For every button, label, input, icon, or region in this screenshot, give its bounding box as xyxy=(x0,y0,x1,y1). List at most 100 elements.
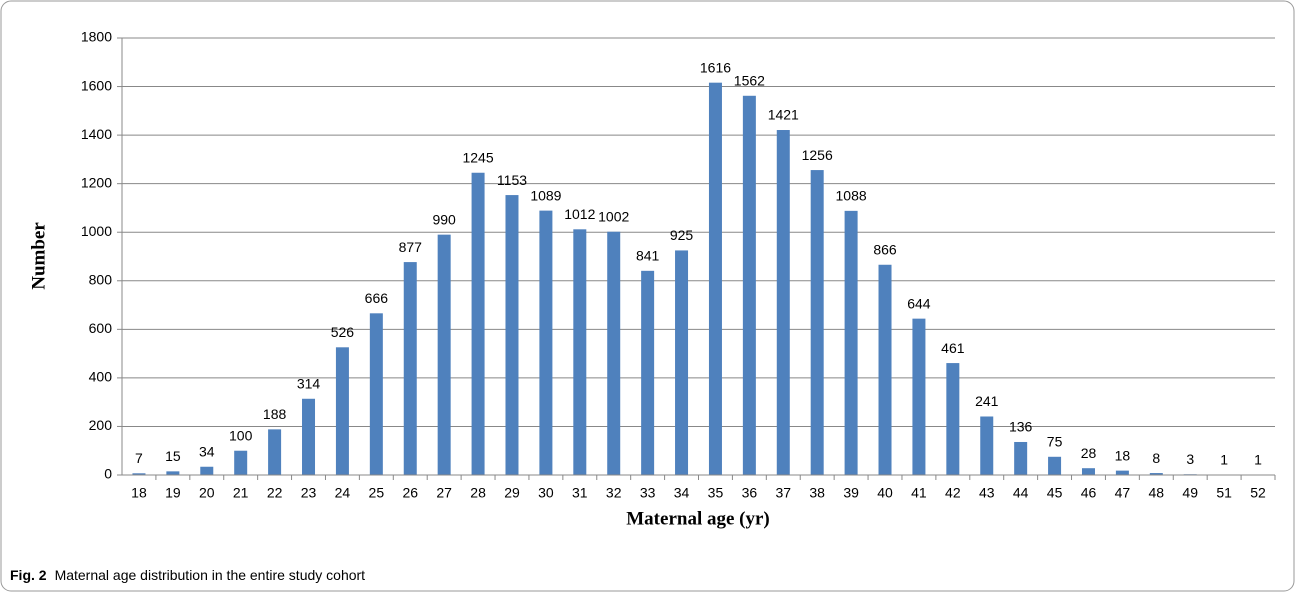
bar xyxy=(776,130,790,476)
data-label: 666 xyxy=(365,290,389,306)
data-label: 526 xyxy=(331,324,355,340)
x-tick-label: 40 xyxy=(877,485,893,501)
y-tick-label: 1800 xyxy=(81,29,112,45)
x-tick-label: 49 xyxy=(1182,485,1198,501)
data-label: 925 xyxy=(670,227,694,243)
data-label: 75 xyxy=(1047,433,1063,449)
data-label: 1421 xyxy=(768,107,799,123)
data-label: 1 xyxy=(1254,451,1262,467)
data-label: 314 xyxy=(297,375,321,391)
bar xyxy=(132,473,146,475)
caption-text: Maternal age distribution in the entire … xyxy=(55,567,366,583)
x-tick-label: 39 xyxy=(843,485,859,501)
caption: Fig. 2 Maternal age distribution in the e… xyxy=(10,567,365,583)
x-tick-label: 51 xyxy=(1216,485,1232,501)
bar xyxy=(200,466,214,475)
x-tick-label: 18 xyxy=(131,485,147,501)
data-label: 3 xyxy=(1186,451,1194,467)
bar xyxy=(369,313,383,475)
x-tick-label: 26 xyxy=(402,485,418,501)
y-tick-label: 400 xyxy=(89,369,113,385)
x-tick-label: 42 xyxy=(945,485,961,501)
data-label: 1256 xyxy=(802,147,833,163)
bar xyxy=(505,195,519,476)
x-tick-label: 45 xyxy=(1047,485,1063,501)
data-label: 100 xyxy=(229,427,253,443)
data-label: 188 xyxy=(263,406,287,422)
x-tick-label: 27 xyxy=(436,485,452,501)
x-tick-label: 38 xyxy=(809,485,825,501)
x-tick-label: 44 xyxy=(1013,485,1029,501)
data-label: 1245 xyxy=(462,149,493,165)
x-tick-label: 25 xyxy=(369,485,385,501)
bar xyxy=(912,318,926,475)
data-label: 841 xyxy=(636,248,660,264)
x-tick-label: 37 xyxy=(775,485,791,501)
bar xyxy=(641,270,655,475)
x-tick-label: 52 xyxy=(1250,485,1266,501)
data-label: 1616 xyxy=(700,59,731,75)
bar xyxy=(844,210,858,475)
data-label: 990 xyxy=(432,211,456,227)
y-axis-title: Number xyxy=(28,222,49,290)
data-label: 1002 xyxy=(598,208,629,224)
x-tick-label: 41 xyxy=(911,485,927,501)
bar xyxy=(234,450,248,475)
x-tick-label: 43 xyxy=(979,485,995,501)
y-tick-label: 1200 xyxy=(81,174,112,190)
data-label: 877 xyxy=(399,239,423,255)
bar xyxy=(166,471,180,475)
data-label: 644 xyxy=(907,295,931,311)
data-label: 15 xyxy=(165,448,181,464)
bar xyxy=(708,82,722,475)
bar xyxy=(675,250,689,475)
bar xyxy=(946,363,960,475)
x-tick-label: 30 xyxy=(538,485,554,501)
data-label: 34 xyxy=(199,443,215,459)
y-tick-label: 600 xyxy=(89,320,113,336)
data-label: 7 xyxy=(135,450,143,466)
x-tick-label: 21 xyxy=(233,485,249,501)
x-tick-label: 46 xyxy=(1081,485,1097,501)
x-tick-label: 19 xyxy=(165,485,181,501)
data-label: 1012 xyxy=(564,206,595,222)
y-tick-label: 800 xyxy=(89,271,113,287)
bar xyxy=(403,262,417,475)
bar xyxy=(539,210,553,476)
bar xyxy=(302,398,316,475)
y-tick-label: 1400 xyxy=(81,126,112,142)
data-label: 1088 xyxy=(836,188,867,204)
bar xyxy=(573,229,587,475)
data-label: 1562 xyxy=(734,72,765,88)
bar xyxy=(878,264,892,475)
caption-label: Fig. 2 xyxy=(10,567,47,583)
x-tick-label: 23 xyxy=(301,485,317,501)
bar xyxy=(1149,473,1163,475)
data-label: 866 xyxy=(873,241,897,257)
bar xyxy=(1014,441,1028,475)
x-tick-label: 28 xyxy=(470,485,486,501)
data-label: 461 xyxy=(941,340,965,356)
data-label: 18 xyxy=(1115,447,1131,463)
x-tick-label: 31 xyxy=(572,485,588,501)
bar xyxy=(437,234,451,475)
bar xyxy=(268,429,282,475)
x-tick-label: 47 xyxy=(1115,485,1131,501)
data-label: 28 xyxy=(1081,445,1097,461)
x-tick-label: 36 xyxy=(742,485,758,501)
data-label: 1 xyxy=(1220,451,1228,467)
data-label: 1089 xyxy=(530,187,561,203)
bar xyxy=(1048,456,1062,475)
y-tick-label: 1600 xyxy=(81,77,112,93)
bar xyxy=(810,170,824,475)
x-tick-label: 32 xyxy=(606,485,622,501)
data-label: 241 xyxy=(975,393,999,409)
bar xyxy=(742,95,756,475)
x-tick-label: 35 xyxy=(708,485,724,501)
x-tick-label: 20 xyxy=(199,485,215,501)
data-label: 136 xyxy=(1009,419,1033,435)
bar xyxy=(1081,468,1095,475)
x-tick-label: 48 xyxy=(1149,485,1165,501)
